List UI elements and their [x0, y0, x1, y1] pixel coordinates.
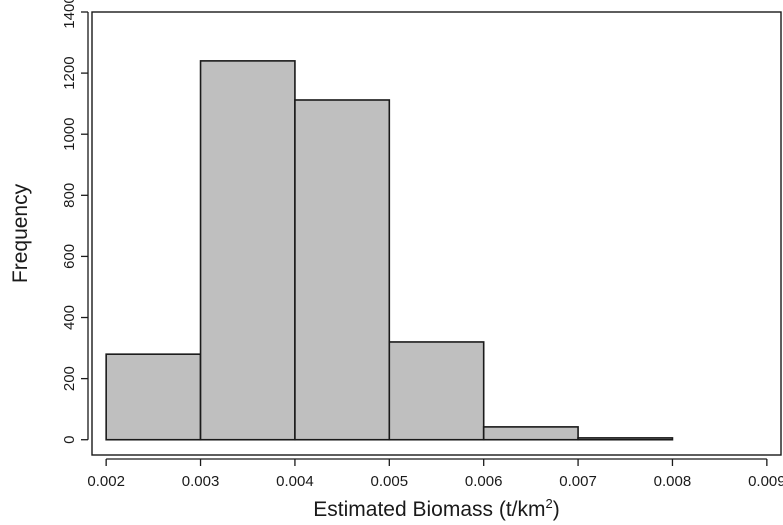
x-tick-label: 0.007	[559, 473, 597, 490]
y-tick-label: 600	[61, 244, 78, 269]
histogram-bar	[388, 341, 485, 441]
y-tick-label: 1000	[61, 118, 78, 151]
y-tick-label: 1200	[61, 56, 78, 89]
x-tick-label: 0.008	[654, 473, 692, 490]
x-axis-title: Estimated Biomass (t/km2)	[313, 496, 559, 521]
x-tick-label: 0.009	[748, 473, 783, 490]
x-tick-label: 0.003	[182, 473, 220, 490]
y-axis: 0 200 400 600 800 1000 1200 1400	[61, 0, 89, 444]
y-tick-label: 200	[61, 366, 78, 391]
histogram-bar	[199, 60, 296, 441]
histogram-bar	[294, 99, 391, 441]
x-axis: 0.002 0.003 0.004 0.005 0.006 0.007 0.008 0.009	[87, 458, 783, 490]
y-tick-label: 800	[61, 183, 78, 208]
x-tick-label: 0.004	[276, 473, 314, 490]
x-axis-title-main: Estimated Biomass (t/km	[313, 498, 545, 521]
histogram-bar	[105, 353, 202, 441]
plot-frame	[91, 11, 782, 456]
histogram-bar	[482, 426, 579, 441]
x-axis-title-superscript: 2	[546, 496, 553, 511]
y-tick-label: 400	[61, 305, 78, 330]
histogram-bar	[577, 437, 674, 441]
x-tick-label: 0.002	[87, 473, 125, 490]
y-axis-title: Frequency	[9, 183, 32, 283]
y-tick-label: 0	[61, 436, 78, 444]
x-tick-label: 0.006	[465, 473, 503, 490]
x-axis-title-suffix: )	[553, 498, 560, 521]
bars-group	[105, 60, 674, 441]
y-tick-label: 1400	[61, 0, 78, 29]
x-tick-label: 0.005	[371, 473, 409, 490]
